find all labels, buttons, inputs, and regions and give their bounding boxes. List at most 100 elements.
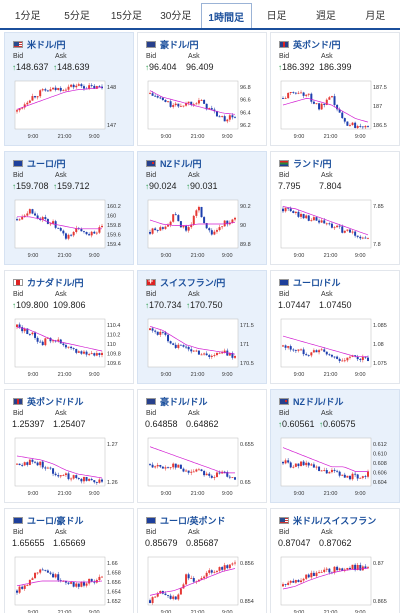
candle-body [101,576,103,578]
quote-card[interactable]: カナダドル/円 Bid Ask ↑109.800 109.806 110.4 11… [4,270,134,384]
price-chart[interactable]: 110.4 110.2 110 109.8 109.6 9:00 21:00 9:00 [11,315,129,379]
pair-title[interactable]: ユーロ/円 [13,157,66,169]
tab-3[interactable]: 30分足 [160,10,192,22]
quote-card[interactable]: NZドル/ドル Bid Ask ↑0.60561 ↑0.60575 0.612 0… [270,389,400,503]
plot-area [280,80,372,130]
candle-body [292,349,295,351]
candle-body [95,482,98,483]
candle-body [307,355,310,357]
pair-title[interactable]: 英ポンド/ドル [13,395,84,407]
quote-card[interactable]: 豪ドル/円 Bid Ask ↑96.404 96.409 96.8 96.6 96.… [137,32,267,146]
candle-body [218,352,221,354]
pair-name: カナダドル/円 [27,277,84,288]
candle-body [64,233,67,239]
y-tick-label: 1.27 [107,442,118,448]
price-chart[interactable]: 187.5 187 186.5 9:00 21:00 9:00 [277,77,395,141]
candle-body [72,84,75,88]
candle-body [192,578,195,582]
quote-card[interactable]: ユーロ/ドル Bid Ask 1.07447 1.07450 1.085 1.08… [270,270,400,384]
candle-body [338,109,341,113]
candle-body [320,220,323,223]
moving-average-line [149,568,236,596]
candle-body [231,563,234,565]
price-chart[interactable]: 160.2 160 159.8 159.6 159.4 9:00 21:00 9:00 [11,196,129,260]
bid-label: Bid [146,172,157,179]
tab-5[interactable]: 日足 [266,10,287,22]
price-chart[interactable]: 0.87 0.865 9:00 21:00 9:00 [277,553,395,613]
candle-body [167,595,170,596]
candle-body [310,572,313,578]
pair-title[interactable]: スイスフラン/円 [146,276,225,288]
candle-body [325,99,328,105]
pair-title[interactable]: 豪ドル/ドル [146,395,208,407]
pair-title[interactable]: 米ドル/スイスフラン [279,514,376,526]
quote-card[interactable]: 英ポンド/円 Bid Ask ↑186.392 186.399 187.5 187… [270,32,400,146]
pair-title[interactable]: 豪ドル/円 [146,38,199,50]
candle-body [203,576,206,579]
price-chart[interactable]: 0.612 0.610 0.608 0.606 0.604 9:00 21:00 9:00 [277,434,395,498]
tab-4[interactable]: 1時間足 [200,3,252,28]
pair-title[interactable]: ユーロ/ドル [279,276,341,288]
tab-1[interactable]: 5分足 [64,10,90,22]
quote-card[interactable]: 英ポンド/ドル Bid Ask 1.25397 1.25407 1.27 1.26… [4,389,134,503]
price-chart[interactable]: 0.856 0.854 9:00 21:00 9:00 [144,553,262,613]
price-chart[interactable]: 171.5 171 170.5 9:00 21:00 9:00 [144,315,262,379]
candle-body [101,86,103,89]
x-tick-label: 9:00 [161,610,172,613]
candle-body [149,328,151,331]
price-chart[interactable]: 1.085 1.08 1.075 9:00 21:00 9:00 [277,315,395,379]
price-chart[interactable]: 148 147 9:00 21:00 9:00 [11,77,129,141]
ask-value: 186.399 [319,62,352,72]
x-tick-label: 9:00 [89,610,100,613]
ask-value: 0.87062 [319,538,352,548]
tab-0[interactable]: 1分足 [14,10,41,22]
price-chart[interactable]: 90.2 90 89.8 9:00 21:00 9:00 [144,196,262,260]
pair-title[interactable]: ユーロ/英ポンド [146,514,226,526]
moving-average-line [16,455,103,479]
candle-body [221,352,224,354]
pair-title[interactable]: NZドル/円 [146,157,202,169]
pair-title[interactable]: 米ドル/円 [13,38,66,50]
candle-body [343,360,346,362]
quote-card[interactable]: ユーロ/英ポンド Bid Ask 0.85679 0.85687 0.856 0.… [137,508,267,613]
price-chart[interactable]: 7.85 7.8 9:00 21:00 9:00 [277,196,395,260]
pair-name: ランド/円 [293,158,332,169]
bid-value: 0.87047 [278,538,311,548]
quote-card[interactable]: 米ドル/円 Bid Ask ↑148.637 ↑148.639 148 147 9:… [4,32,134,146]
candle-body [164,593,167,596]
tab-7[interactable]: 月足 [365,10,386,22]
candle-body [323,349,326,352]
candle-body [62,230,65,234]
moving-average-line [16,580,103,587]
candle-body [234,217,236,220]
quote-card[interactable]: ランド/円 Bid Ask 7.795 7.804 7.85 7.8 9:00 21:… [270,151,400,265]
pair-title[interactable]: ユーロ/豪ドル [13,514,84,526]
x-tick-label: 9:00 [89,491,100,497]
pair-title[interactable]: 英ポンド/円 [279,38,341,50]
quote-card[interactable]: ユーロ/豪ドル Bid Ask 1.65655 1.65669 1.66 1.65… [4,508,134,613]
price-chart[interactable]: 96.8 96.6 96.4 96.2 9:00 21:00 9:00 [144,77,262,141]
tab-2[interactable]: 15分足 [110,10,142,22]
quote-card[interactable]: NZドル/円 Bid Ask ↑90.024 ↑90.031 90.2 90 89.… [137,151,267,265]
candle-body [164,100,167,102]
candle-body [177,464,180,468]
quote-card[interactable]: スイスフラン/円 Bid Ask ↑170.734 ↑170.750 171.5… [137,270,267,384]
pair-title[interactable]: ランド/円 [279,157,332,169]
candle-body [72,231,75,236]
candle-body [67,234,70,239]
candle-body [302,92,305,96]
price-chart[interactable]: 1.27 1.26 9:00 21:00 9:00 [11,434,129,498]
price-chart[interactable]: 0.655 0.65 9:00 21:00 9:00 [144,434,262,498]
quote-card[interactable]: ユーロ/円 Bid Ask ↑159.708 ↑159.712 160.2 160… [4,151,134,265]
pair-title[interactable]: カナダドル/円 [13,276,84,288]
quote-card[interactable]: 豪ドル/ドル Bid Ask 0.64858 0.64862 0.655 0.65… [137,389,267,503]
bid-value: ↑148.637 [12,62,49,72]
tab-6[interactable]: 週足 [315,10,336,22]
candle-body [88,478,91,481]
price-chart[interactable]: 1.66 1.658 1.656 1.654 1.652 9:00 21:00 9:00 [11,553,129,613]
bid-label: Bid [279,53,290,60]
candle-body [315,572,318,576]
candle-body [208,355,211,357]
pair-title[interactable]: NZドル/ドル [279,395,344,407]
quote-card[interactable]: 米ドル/スイスフラン Bid Ask 0.87047 0.87062 0.87 0… [270,508,400,613]
